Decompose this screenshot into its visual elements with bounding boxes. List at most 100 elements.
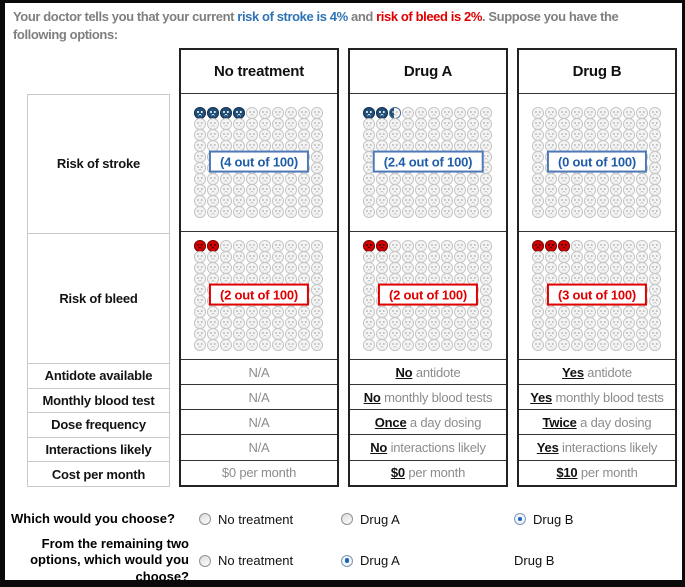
option-drug-a[interactable]: Drug A: [341, 553, 514, 568]
person-icon: [558, 328, 570, 340]
person-icon: [389, 184, 401, 196]
person-icon: [233, 206, 245, 218]
person-icon: [649, 240, 661, 252]
option-label: Drug A: [360, 511, 400, 527]
person-icon: [610, 328, 622, 340]
person-icon: [389, 173, 401, 185]
person-icon: [285, 240, 297, 252]
option-drug-a[interactable]: Drug A: [341, 512, 514, 527]
person-icon: [272, 317, 284, 329]
person-icon: [285, 173, 297, 185]
person-icon: [480, 173, 492, 185]
option-no-treatment[interactable]: No treatment: [199, 512, 341, 527]
person-icon: [623, 240, 635, 252]
person-icon: [441, 262, 453, 274]
option-no-treatment[interactable]: No treatment: [199, 553, 341, 568]
person-icon: [363, 295, 375, 307]
person-icon: [480, 328, 492, 340]
person-icon: [311, 251, 323, 263]
person-icon: [636, 262, 648, 274]
bleed-count-label: (2 out of 100): [377, 283, 479, 306]
person-icon: [220, 129, 232, 141]
person-icon: [467, 328, 479, 340]
person-icon: [545, 262, 557, 274]
person-icon: [532, 328, 544, 340]
person-icon: [597, 118, 609, 130]
person-icon: [532, 162, 544, 174]
person-icon: [480, 184, 492, 196]
person-icon: [363, 206, 375, 218]
person-icon: [298, 251, 310, 263]
person-icon: [285, 306, 297, 318]
person-icon: [649, 251, 661, 263]
row-label-antidote: Antidote available: [27, 362, 170, 389]
person-icon: [233, 195, 245, 207]
radio-q2-drug-a[interactable]: [341, 554, 353, 567]
cell-blood-test: Yes monthly blood tests: [519, 385, 675, 411]
person-icon: [584, 251, 596, 263]
person-icon: [428, 173, 440, 185]
person-icon: [610, 240, 622, 252]
bleed-count-label: (3 out of 100): [546, 283, 648, 306]
person-icon: [220, 118, 232, 130]
person-icon: [467, 240, 479, 252]
person-icon: [233, 339, 245, 351]
column-no-treatment: No treatment (4 out of 100) (2 out of 10…: [179, 47, 339, 487]
person-icon: [480, 195, 492, 207]
person-icon: [220, 328, 232, 340]
person-icon: [298, 173, 310, 185]
person-icon: [311, 317, 323, 329]
person-icon: [246, 206, 258, 218]
person-icon: [441, 339, 453, 351]
person-icon: [454, 107, 466, 119]
person-icon: [441, 328, 453, 340]
person-icon: [272, 195, 284, 207]
radio-q1-drug-a[interactable]: [341, 513, 353, 525]
person-icon: [194, 162, 206, 174]
person-icon: [636, 306, 648, 318]
radio-q1-no-treatment[interactable]: [199, 513, 211, 525]
radio-q1-drug-b[interactable]: [514, 513, 526, 525]
person-icon: [584, 306, 596, 318]
person-icon: [558, 118, 570, 130]
person-icon: [376, 118, 388, 130]
person-icon: [610, 251, 622, 263]
person-icon: [402, 262, 414, 274]
person-icon: [441, 317, 453, 329]
person-icon: [441, 173, 453, 185]
person-icon: [571, 195, 583, 207]
person-icon: [415, 317, 427, 329]
person-icon: [194, 173, 206, 185]
person-icon: [584, 206, 596, 218]
person-icon: [480, 317, 492, 329]
person-icon: [272, 240, 284, 252]
person-icon: [194, 328, 206, 340]
person-icon: [233, 328, 245, 340]
person-icon: [467, 206, 479, 218]
person-icon: [363, 240, 375, 252]
stroke-risk-phrase: risk of stroke is 4%: [237, 9, 348, 24]
person-icon: [454, 240, 466, 252]
person-icon: [285, 251, 297, 263]
person-icon: [623, 262, 635, 274]
person-icon: [454, 173, 466, 185]
person-icon: [649, 295, 661, 307]
person-icon: [441, 306, 453, 318]
option-drug-b[interactable]: Drug B: [514, 512, 682, 527]
person-icon: [467, 184, 479, 196]
person-icon: [480, 262, 492, 274]
person-icon: [415, 129, 427, 141]
person-icon: [233, 107, 245, 119]
person-icon: [376, 195, 388, 207]
person-icon: [246, 317, 258, 329]
person-icon: [259, 328, 271, 340]
person-icon: [311, 118, 323, 130]
radio-q2-no-treatment[interactable]: [199, 554, 211, 567]
person-icon: [363, 107, 375, 119]
person-icon: [649, 184, 661, 196]
person-icon: [545, 129, 557, 141]
person-icon: [311, 240, 323, 252]
person-icon: [467, 195, 479, 207]
person-icon: [207, 206, 219, 218]
person-icon: [454, 262, 466, 274]
